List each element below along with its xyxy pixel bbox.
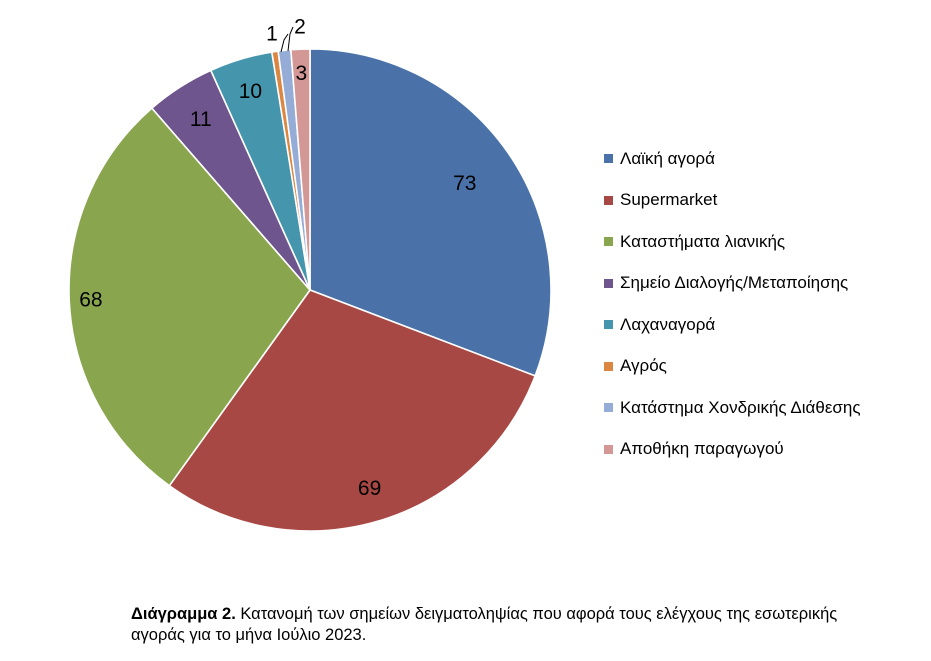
pie-slice-8	[290, 48, 311, 291]
data-label-4: 11	[190, 108, 212, 131]
legend-label: Supermarket	[620, 190, 718, 210]
data-label-1: 73	[453, 172, 476, 195]
legend-swatch	[604, 237, 613, 247]
legend-item-λαϊκή-αγορά: Λαϊκή αγορά	[604, 138, 914, 180]
legend-label: Λαϊκή αγορά	[620, 148, 715, 168]
legend-item-supermarket: Supermarket	[604, 180, 914, 222]
legend-label: Κατάστημα Χονδρικής Διάθεσης	[620, 397, 861, 417]
data-label-6: 1	[266, 23, 278, 46]
leader-line-7	[287, 26, 294, 52]
legend-label: Σημείο Διαλογής/Μεταποίησης	[620, 273, 849, 293]
legend-swatch	[604, 361, 613, 371]
caption-label: Διάγραμμα 2.	[131, 605, 236, 623]
legend-item-αποθήκη-παραγωγού: Αποθήκη παραγωγού	[604, 429, 914, 471]
legend-swatch	[604, 403, 613, 413]
data-label-3: 68	[79, 289, 102, 312]
legend-label: Λαχαναγορά	[620, 314, 716, 334]
data-label-2: 69	[358, 477, 381, 500]
legend-item-κατάστημα-χονδρικής-διάθεσης: Κατάστημα Χονδρικής Διάθεσης	[604, 387, 914, 429]
caption-text: Κατανομή των σημείων δειγματοληψίας που …	[131, 605, 838, 644]
legend-swatch	[604, 278, 613, 288]
legend-label: Αγρός	[620, 356, 667, 376]
legend-item-αγρός: Αγρός	[604, 346, 914, 388]
legend-label: Καταστήματα λιανικής	[620, 231, 786, 251]
legend-swatch	[604, 320, 613, 330]
legend-label: Αποθήκη παραγωγού	[620, 439, 784, 459]
pie-slice-1	[309, 48, 552, 377]
data-label-5: 10	[239, 80, 262, 103]
legend-swatch	[604, 195, 613, 205]
legend-item-καταστήματα-λιανικής: Καταστήματα λιανικής	[604, 221, 914, 263]
legend-item-λαχαναγορά: Λαχαναγορά	[604, 304, 914, 346]
legend-item-σημείο-διαλογής-μεταποίησης: Σημείο Διαλογής/Μεταποίησης	[604, 263, 914, 305]
data-label-7: 2	[294, 16, 306, 39]
legend-swatch	[604, 154, 613, 164]
figure-caption: Διάγραμμα 2. Κατανομή των σημείων δειγμα…	[131, 604, 851, 646]
pie-slice-2	[168, 289, 536, 532]
leader-line-6	[280, 33, 289, 53]
data-labels: 73 69 68 11 10 1 2 3	[79, 16, 476, 501]
legend-swatch	[604, 444, 613, 454]
leader-lines	[280, 26, 294, 53]
data-label-8: 3	[296, 62, 308, 85]
pie-slice-3	[68, 107, 311, 487]
pie-slices	[68, 48, 552, 532]
legend: Λαϊκή αγορά Supermarket Καταστήματα λιανικ…	[604, 138, 914, 470]
